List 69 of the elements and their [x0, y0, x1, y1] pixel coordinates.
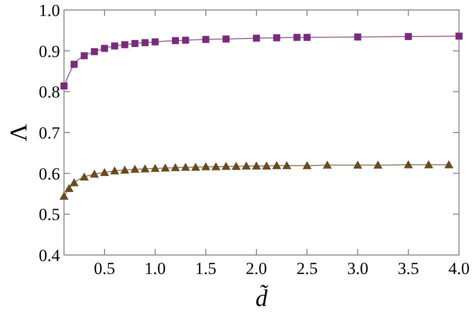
point [170, 163, 180, 172]
x-axis-title: d̃ [256, 284, 269, 312]
x-tick-label: 0.5 [94, 259, 116, 278]
point [252, 161, 261, 170]
point [211, 162, 220, 170]
point [150, 164, 160, 172]
point [110, 166, 120, 174]
y-tick-label: 0.9 [38, 42, 60, 61]
x-tick-label: 4.0 [448, 259, 470, 278]
point [282, 161, 292, 170]
x-tick-label: 2.5 [296, 259, 318, 278]
point [232, 162, 241, 170]
point [354, 33, 362, 40]
point [202, 36, 210, 43]
x-tick-label: 1.0 [144, 259, 166, 278]
point [404, 160, 413, 168]
point [444, 160, 454, 168]
y-axis-title: Λ [6, 123, 32, 142]
point [304, 34, 311, 41]
point [142, 39, 149, 46]
point [160, 164, 170, 172]
point [322, 160, 332, 169]
point [60, 192, 68, 200]
point [120, 166, 130, 174]
point [64, 184, 74, 192]
y-tick-label: 0.6 [38, 164, 60, 184]
point [404, 33, 412, 40]
point [424, 160, 434, 168]
point [182, 36, 190, 44]
y-tick-label: 0.7 [38, 123, 60, 142]
point [152, 38, 159, 46]
point [373, 160, 382, 169]
point [111, 42, 118, 50]
x-tick-label: 3.5 [398, 259, 419, 278]
point [456, 32, 462, 40]
point [272, 161, 282, 170]
point [90, 48, 98, 56]
x-tick-label: 1.5 [195, 259, 216, 278]
point [130, 164, 140, 173]
point [100, 168, 110, 176]
point [121, 41, 128, 48]
y-tick-label: 0.4 [38, 246, 60, 265]
point [90, 170, 99, 178]
point [353, 160, 362, 169]
point [80, 172, 89, 181]
point [101, 44, 108, 52]
y-tick-label: 0.5 [38, 205, 60, 224]
point [191, 162, 200, 171]
point [222, 162, 231, 170]
point [181, 162, 190, 171]
point [293, 34, 300, 41]
point [172, 37, 179, 44]
y-tick-label: 1.0 [38, 0, 60, 20]
point [70, 60, 78, 68]
point [131, 40, 138, 47]
point [60, 82, 68, 90]
point [70, 178, 79, 186]
point [302, 161, 312, 170]
point [80, 52, 88, 60]
point [262, 161, 272, 170]
x-tick-label: 2.0 [246, 259, 268, 278]
y-tick-label: 0.8 [38, 82, 60, 102]
point [273, 34, 280, 42]
x-tick-label: 3.0 [347, 259, 368, 278]
point [242, 161, 251, 170]
point [252, 34, 260, 42]
point [140, 164, 150, 172]
point [201, 162, 210, 170]
point [222, 35, 230, 42]
